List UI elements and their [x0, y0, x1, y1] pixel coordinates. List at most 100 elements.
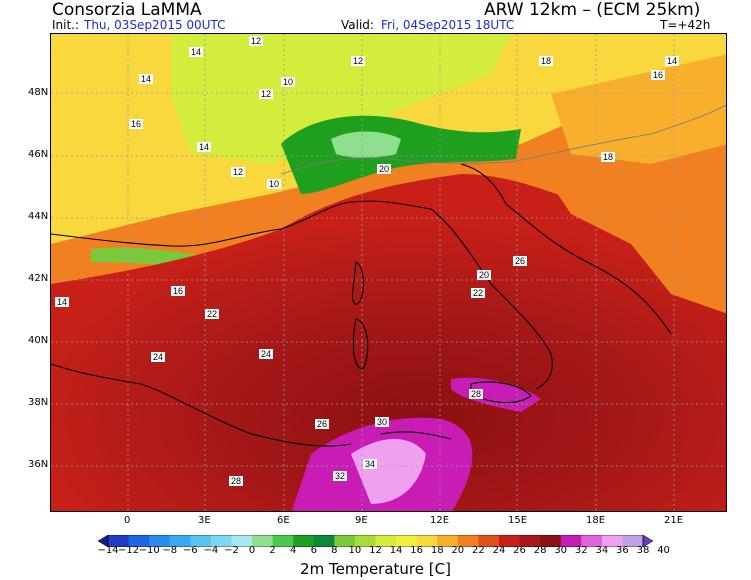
svg-text:30: 30 — [377, 417, 387, 427]
colorbar-tick-label: 22 — [472, 545, 485, 556]
colorbar-tick-label: −12 — [118, 545, 140, 556]
temp-label-16b: 16 — [129, 119, 143, 129]
colorbar-swatch — [416, 535, 438, 547]
colorbar-swatch — [313, 535, 335, 547]
lat-tick-46n: 46N — [28, 149, 49, 160]
temp-label-26a: 26 — [315, 419, 329, 429]
colorbar-tick-label: −4 — [203, 545, 219, 556]
colorbar-tick-label: 32 — [574, 545, 588, 556]
colorbar-swatch — [457, 535, 479, 547]
med-hot-area — [51, 174, 726, 511]
svg-text:16: 16 — [653, 70, 663, 80]
colorbar-swatch — [293, 535, 315, 547]
colorbar-swatch — [622, 535, 644, 547]
colorbar-tick-label: 24 — [492, 545, 506, 556]
colorbar-tick-label: 26 — [513, 545, 526, 556]
colorbar-swatch — [231, 535, 253, 547]
borders — [280, 104, 726, 175]
svg-text:12: 12 — [233, 167, 243, 177]
colorbar-swatch — [601, 535, 623, 547]
lat-tick-48n: 48N — [28, 87, 49, 98]
colorbar-tick-label: 34 — [595, 545, 609, 556]
colorbar-swatch — [272, 535, 294, 547]
colorbar-tick-label: 40 — [657, 545, 670, 556]
colorbar-tick-label: 2 — [269, 545, 276, 556]
svg-text:16: 16 — [173, 286, 183, 296]
temp-label-34a: 34 — [363, 459, 377, 469]
colorbar-swatch — [396, 535, 418, 547]
colorbar-swatch — [560, 535, 582, 547]
temp-label-18b: 18 — [601, 152, 615, 162]
colorbar-tick-label: 18 — [430, 545, 444, 556]
temp-label-14c: 14 — [665, 56, 679, 66]
lat-tick-40n: 40N — [28, 335, 49, 346]
lon-tick-21e: 21E — [664, 515, 684, 526]
colorbar-swatch — [540, 535, 562, 547]
colorbar-tick-label: 12 — [369, 545, 382, 556]
temp-label-14d: 14 — [197, 142, 211, 152]
colorbar-tick-label: −8 — [162, 545, 178, 556]
temp-label-22b: 22 — [471, 288, 485, 298]
header-model: ARW 12km – (ECM 25km) — [484, 0, 701, 20]
lat-tick-36n: 36N — [28, 459, 49, 470]
svg-text:20: 20 — [479, 270, 489, 280]
colorbar-tick-label: −10 — [138, 545, 160, 556]
svg-text:12: 12 — [251, 36, 261, 46]
colorbar-tick-label: 10 — [348, 545, 362, 556]
svg-text:28: 28 — [231, 476, 241, 486]
temp-label-14b: 14 — [139, 74, 153, 84]
colorbar-tick-label: 8 — [331, 545, 338, 556]
svg-text:14: 14 — [199, 142, 209, 152]
lat-tick-38n: 38N — [28, 397, 49, 408]
colorbar-swatch — [108, 535, 130, 547]
svg-text:10: 10 — [269, 179, 279, 189]
colorbar-tick-label: 36 — [616, 545, 629, 556]
balkans-north-area — [551, 54, 726, 164]
africa-hotter-area — [351, 439, 426, 504]
temp-label-28a: 28 — [229, 476, 243, 486]
svg-text:16: 16 — [131, 119, 141, 129]
coastlines — [51, 163, 672, 447]
svg-text:14: 14 — [57, 297, 67, 307]
init-label: Init.: — [52, 18, 80, 32]
colorbar-frame — [107, 535, 644, 547]
temperature-labels: 14 12 14 12 10 18 16 14 12 16 14 12 10 1… — [55, 36, 679, 486]
colorbar-tick-label: 28 — [533, 545, 547, 556]
colorbar-tick-label: 14 — [389, 545, 403, 556]
colorbar-swatch — [252, 535, 274, 547]
colorbar-title: 2m Temperature [C] — [300, 560, 451, 578]
header-title: Consorzia LaMMA — [52, 0, 202, 20]
colorbar-swatch — [190, 535, 212, 547]
colorbar-tick-label: 16 — [410, 545, 424, 556]
colorbar-swatch — [498, 535, 521, 547]
colorbar-swatch — [128, 535, 150, 547]
colorbar-swatch — [375, 535, 397, 547]
svg-text:24: 24 — [261, 349, 271, 359]
svg-text:26: 26 — [317, 419, 327, 429]
svg-text:14: 14 — [141, 74, 151, 84]
colorbar-swatch — [519, 535, 541, 547]
colorbar-swatch — [169, 535, 191, 547]
temp-label-20a: 20 — [377, 164, 391, 174]
lon-tick-0: 0 — [124, 515, 131, 526]
valid-value: Fri, 04Sep2015 18UTC — [381, 18, 515, 32]
colorbar-tick-label: 0 — [248, 545, 256, 556]
svg-text:34: 34 — [365, 459, 375, 469]
svg-text:20: 20 — [379, 164, 389, 174]
temp-label-18a: 18 — [539, 56, 553, 66]
temp-label-14e: 14 — [55, 297, 69, 307]
colorbar-swatch — [149, 535, 171, 547]
colorbar-swatch — [334, 535, 356, 547]
temp-label: 14 — [191, 47, 201, 57]
svg-text:26: 26 — [515, 256, 525, 266]
colorbar-swatch — [437, 535, 459, 547]
sicily-hot-area — [451, 377, 541, 412]
lon-tick-18e: 18E — [586, 515, 606, 526]
temp-label-12b: 12 — [259, 89, 273, 99]
colorbar-tick-label: 4 — [290, 545, 297, 556]
colorbar-tick-label: −14 — [97, 545, 119, 556]
temp-label-20b: 20 — [477, 270, 491, 280]
temp-label-12d: 12 — [231, 167, 245, 177]
svg-text:10: 10 — [283, 77, 293, 87]
colorbar-swatch — [581, 535, 603, 547]
